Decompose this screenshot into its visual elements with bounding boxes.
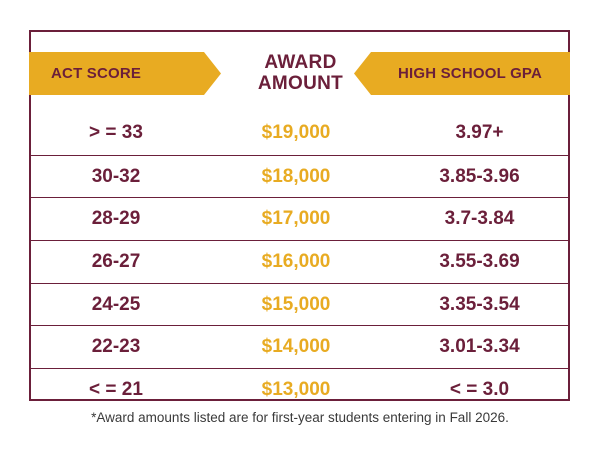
- gpa-banner: HIGH SCHOOL GPA: [354, 52, 570, 95]
- gpa-cell: < = 3.0: [449, 378, 510, 400]
- act-score-banner: ACT SCORE: [29, 52, 221, 95]
- award-cell: $16,000: [261, 250, 331, 272]
- gpa-cell: 3.01-3.34: [439, 336, 520, 358]
- act-cell: 22-23: [91, 336, 141, 358]
- act-cell: > = 33: [89, 122, 143, 144]
- gpa-cell: 3.85-3.96: [439, 165, 520, 187]
- gpa-cell: 3.35-3.54: [439, 293, 520, 315]
- award-cell: $15,000: [261, 293, 331, 315]
- award-amount-header: AWARD AMOUNT: [221, 52, 380, 94]
- award-header-line2: AMOUNT: [257, 73, 344, 94]
- award-cell: $18,000: [261, 165, 331, 187]
- act-cell: 24-25: [91, 293, 141, 315]
- gpa-cell: 3.97+: [455, 122, 504, 144]
- table-row: 24-25 $15,000 3.35-3.54: [31, 282, 568, 326]
- award-cell: $19,000: [261, 122, 331, 144]
- award-header-line1: AWARD: [264, 52, 337, 73]
- award-cell: $14,000: [261, 336, 331, 358]
- footnote: *Award amounts listed are for first-year…: [91, 410, 509, 425]
- award-table: ACT SCORE AWARD AMOUNT HIGH SCHOOL GPA >…: [29, 30, 570, 401]
- act-cell: 28-29: [91, 208, 141, 230]
- table-row: 28-29 $17,000 3.7-3.84: [31, 197, 568, 240]
- table-row: 26-27 $16,000 3.55-3.69: [31, 240, 568, 283]
- table-body: > = 33 $19,000 3.97+ 30-32 $18,000 3.85-…: [31, 112, 568, 411]
- table-row: > = 33 $19,000 3.97+: [31, 112, 568, 155]
- act-cell: 30-32: [91, 165, 141, 187]
- act-score-header: ACT SCORE: [51, 65, 142, 82]
- table-row: 30-32 $18,000 3.85-3.96: [31, 154, 568, 198]
- award-cell: $13,000: [261, 378, 331, 400]
- table-header: ACT SCORE AWARD AMOUNT HIGH SCHOOL GPA: [29, 32, 570, 112]
- award-cell: $17,000: [261, 208, 331, 230]
- table-row: < = 21 $13,000 < = 3.0: [31, 368, 568, 411]
- gpa-cell: 3.7-3.84: [444, 208, 515, 230]
- act-cell: 26-27: [91, 250, 141, 272]
- gpa-header: HIGH SCHOOL GPA: [397, 65, 543, 82]
- gpa-cell: 3.55-3.69: [439, 250, 520, 272]
- act-cell: < = 21: [89, 378, 143, 400]
- table-row: 22-23 $14,000 3.01-3.34: [31, 325, 568, 368]
